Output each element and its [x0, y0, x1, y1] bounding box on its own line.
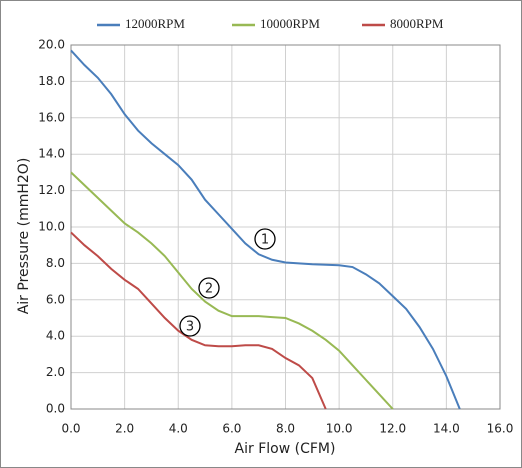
plot-frame	[70, 44, 501, 410]
annotation-circle	[254, 228, 276, 250]
x-tick-label: 6.0	[222, 422, 241, 436]
x-tick-label: 16.0	[487, 422, 514, 436]
series-line	[70, 171, 394, 410]
y-tick-label: 16.0	[38, 110, 65, 124]
x-tick-label: 4.0	[169, 422, 188, 436]
annotation: 1	[261, 233, 269, 248]
x-tick-label: 2.0	[115, 422, 134, 436]
series-line	[70, 231, 327, 410]
x-tick-label: 14.0	[433, 422, 460, 436]
y-tick-label: 12.0	[38, 183, 65, 197]
y-tick-label: 10.0	[38, 220, 65, 234]
y-tick-label: 8.0	[46, 256, 65, 270]
y-tick-label: 0.0	[46, 402, 65, 416]
x-tick-label: 10.0	[326, 422, 353, 436]
y-axis-title: Air Pressure (mmH2O)	[16, 158, 32, 315]
annotation-circle	[198, 277, 220, 299]
y-tick-label: 20.0	[38, 38, 65, 52]
x-tick-label: 8.0	[276, 422, 295, 436]
y-tick-label: 14.0	[38, 147, 65, 161]
y-tick-label: 2.0	[46, 365, 65, 379]
x-tick-label: 0.0	[61, 422, 80, 436]
y-tick-label: 4.0	[46, 329, 65, 343]
annotation-circle	[179, 315, 201, 337]
legend-label: 10000RPM	[260, 16, 320, 31]
legend-label: 12000RPM	[125, 16, 185, 31]
x-tick-label: 12.0	[379, 422, 406, 436]
annotation: 2	[205, 282, 213, 297]
annotation: 3	[186, 320, 194, 335]
legend-label: 8000RPM	[390, 16, 444, 31]
x-axis-title: Air Flow (CFM)	[235, 441, 336, 457]
y-tick-label: 6.0	[46, 292, 65, 306]
series-line	[70, 49, 461, 410]
y-tick-label: 18.0	[38, 74, 65, 88]
